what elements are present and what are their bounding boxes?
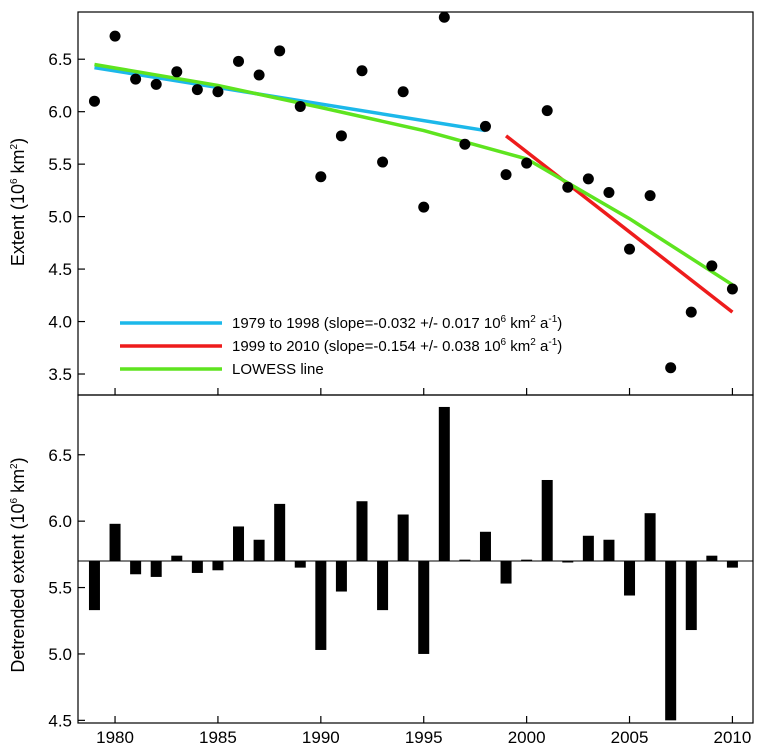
extent-point — [171, 66, 183, 78]
detrended-y-tick-label: 6.0 — [48, 512, 72, 531]
extent-point — [541, 105, 553, 117]
x-tick-label: 1985 — [199, 728, 237, 747]
detrended-y-axis-label: Detrended extent (106 km2) — [8, 457, 28, 672]
detrended-bar — [726, 560, 738, 568]
detrended-bar — [130, 560, 142, 575]
detrended-bar — [150, 560, 162, 577]
detrended-y-tick-label: 5.0 — [48, 645, 72, 664]
detrended-bar — [109, 523, 121, 561]
extent-point — [624, 243, 636, 255]
detrended-bar — [541, 479, 553, 561]
extent-y-axis-label: Extent (106 km2) — [8, 138, 28, 266]
detrended-bar — [356, 501, 368, 561]
detrended-bar — [459, 559, 471, 562]
extent-point — [479, 120, 491, 132]
legend-label-1: 1999 to 2010 (slope=-0.154 +/- 0.038 106… — [232, 337, 562, 355]
detrended-bar — [479, 531, 491, 561]
x-tick-label: 2005 — [611, 728, 649, 747]
detrended-bar — [521, 559, 533, 562]
extent-point — [603, 186, 615, 198]
trend-line-1 — [504, 134, 734, 314]
extent-y-tick-label: 6.5 — [48, 50, 72, 69]
detrended-bar — [171, 555, 183, 561]
detrended-bar — [562, 560, 574, 563]
extent-point — [191, 84, 203, 96]
extent-point — [685, 306, 697, 318]
x-tick-label: 2010 — [714, 728, 752, 747]
extent-point — [294, 100, 306, 112]
detrended-bar — [665, 560, 677, 721]
extent-y-tick-label: 5.5 — [48, 155, 72, 174]
extent-point — [397, 86, 409, 98]
extent-point — [418, 201, 430, 213]
extent-y-tick-label: 3.5 — [48, 365, 72, 384]
detrended-bar — [377, 560, 389, 611]
detrended-bar — [624, 560, 636, 596]
detrended-y-tick-label: 5.5 — [48, 579, 72, 598]
detrended-bar — [397, 514, 409, 561]
x-tick-label: 1995 — [405, 728, 443, 747]
detrended-y-tick-label: 4.5 — [48, 711, 72, 730]
legend-label-0: 1979 to 1998 (slope=-0.032 +/- 0.017 106… — [232, 314, 562, 332]
extent-point — [521, 157, 533, 169]
extent-y-tick-label: 4.5 — [48, 260, 72, 279]
extent-point — [438, 11, 450, 23]
extent-point — [233, 55, 245, 67]
detrended-bar — [706, 555, 718, 561]
detrended-bar — [274, 503, 286, 561]
extent-y-tick-label: 5.0 — [48, 208, 72, 227]
detrended-bar — [233, 526, 245, 561]
extent-y-tick-label: 4.0 — [48, 313, 72, 332]
extent-point — [644, 190, 656, 202]
detrended-bar — [644, 513, 656, 561]
extent-point — [500, 169, 512, 181]
detrended-bar — [603, 539, 615, 561]
x-tick-label: 2000 — [508, 728, 546, 747]
extent-point — [356, 65, 368, 77]
detrended-bar — [418, 560, 430, 654]
extent-point — [726, 283, 738, 295]
trend-line-2 — [94, 62, 734, 287]
extent-point — [665, 362, 677, 374]
detrended-bar — [212, 560, 224, 571]
detrended-bar — [315, 560, 327, 650]
extent-point — [335, 130, 347, 142]
legend-label-2: LOWESS line — [232, 361, 324, 378]
extent-point — [253, 69, 265, 81]
extent-point — [377, 156, 389, 168]
x-tick-label: 1990 — [302, 728, 340, 747]
detrended-bar — [253, 539, 265, 561]
extent-point — [212, 86, 224, 98]
extent-point — [706, 260, 718, 272]
extent-point — [459, 138, 471, 150]
detrended-bar — [335, 560, 347, 592]
detrended-bar — [191, 560, 203, 573]
extent-point — [130, 73, 142, 85]
detrended-bar — [88, 560, 100, 611]
detrended-bar — [294, 560, 306, 568]
extent-point — [274, 45, 286, 57]
x-tick-label: 1980 — [96, 728, 134, 747]
extent-point — [562, 181, 574, 193]
extent-y-tick-label: 6.0 — [48, 103, 72, 122]
detrended-panel: 4.5 5.0 5.5 6.0 6.5 1980 1985 1990 1995 2000 2005 2… — [48, 394, 754, 747]
detrended-y-tick-label: 6.5 — [48, 446, 72, 465]
extent-point — [315, 171, 327, 183]
extent-point — [582, 173, 594, 185]
detrended-bar — [685, 560, 697, 631]
detrended-bar — [438, 406, 450, 561]
detrended-bar — [582, 535, 594, 561]
extent-panel: 3.5 4.0 4.5 5.0 5.5 6.0 6.5 1979 to 1998 (slope… — [48, 11, 754, 396]
extent-point — [88, 95, 100, 107]
detrended-bar — [500, 560, 512, 584]
extent-point — [150, 78, 162, 90]
extent-point — [109, 30, 121, 42]
detrended-plot-frame — [77, 394, 754, 724]
